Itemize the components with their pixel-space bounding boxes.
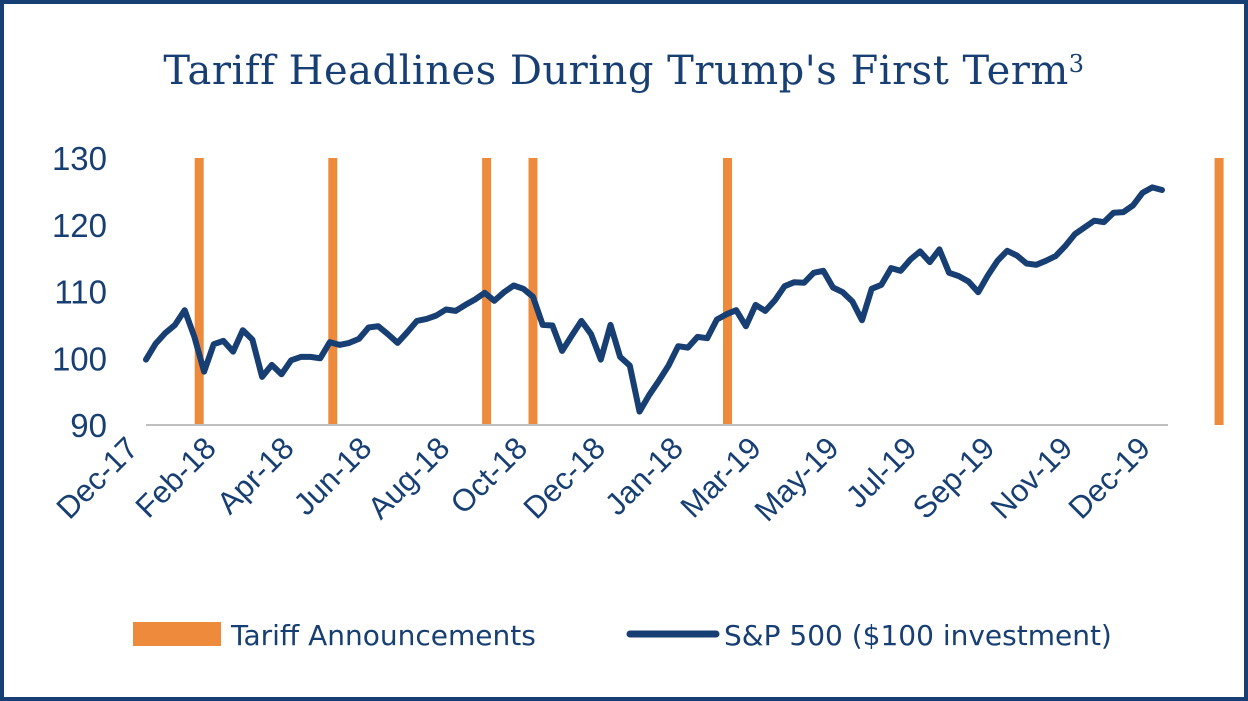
chart-title: Tariff Headlines During Trump's First Te… — [0, 48, 1248, 94]
sp500-series-line — [143, 184, 1165, 415]
y-tick-label: 130 — [52, 140, 107, 177]
x-tick-label: Oct-18 — [444, 430, 535, 521]
chart-title-text: Tariff Headlines During Trump's First Te… — [163, 48, 1069, 94]
legend: Tariff Announcements S&P 500 ($100 inves… — [133, 619, 1112, 652]
x-tick-label: Jun-18 — [287, 430, 379, 522]
tariff-bar-6 — [1214, 158, 1224, 425]
x-tick-label: Feb-18 — [129, 430, 223, 524]
x-tick-label: Dec-18 — [517, 430, 612, 525]
y-tick-label: 120 — [52, 207, 107, 244]
y-tick-label: 100 — [52, 340, 107, 377]
tariff-bar-4 — [528, 158, 538, 425]
y-tick-label: 110 — [54, 274, 107, 311]
legend-label-tariff: Tariff Announcements — [230, 619, 536, 652]
x-tick-label: Dec-17 — [50, 430, 145, 525]
x-tick-label: May-19 — [748, 430, 846, 528]
x-tick-label: Nov-19 — [984, 430, 1079, 525]
tariff-bar-2 — [328, 158, 338, 425]
x-tick-label: Apr-18 — [210, 430, 301, 521]
tariff-bars — [194, 158, 1224, 425]
y-tick-label: 90 — [70, 407, 107, 444]
x-tick-label: Jan-18 — [598, 430, 690, 522]
x-tick-label: Aug-18 — [361, 430, 456, 525]
x-tick-label: Sep-19 — [906, 430, 1001, 525]
y-tick-labels: 90 100 110 120 130 — [52, 140, 107, 444]
title-footnote-marker: 3 — [1068, 50, 1085, 78]
x-tick-labels: Dec-17Feb-18Apr-18Jun-18Aug-18Oct-18Dec-… — [50, 430, 1157, 528]
tariff-bar-5 — [723, 158, 732, 425]
x-tick-label: Dec-19 — [1062, 430, 1157, 525]
legend-swatch-tariff — [133, 622, 221, 646]
legend-label-sp500: S&P 500 ($100 investment) — [724, 619, 1112, 652]
tariff-bar-1 — [194, 158, 204, 425]
